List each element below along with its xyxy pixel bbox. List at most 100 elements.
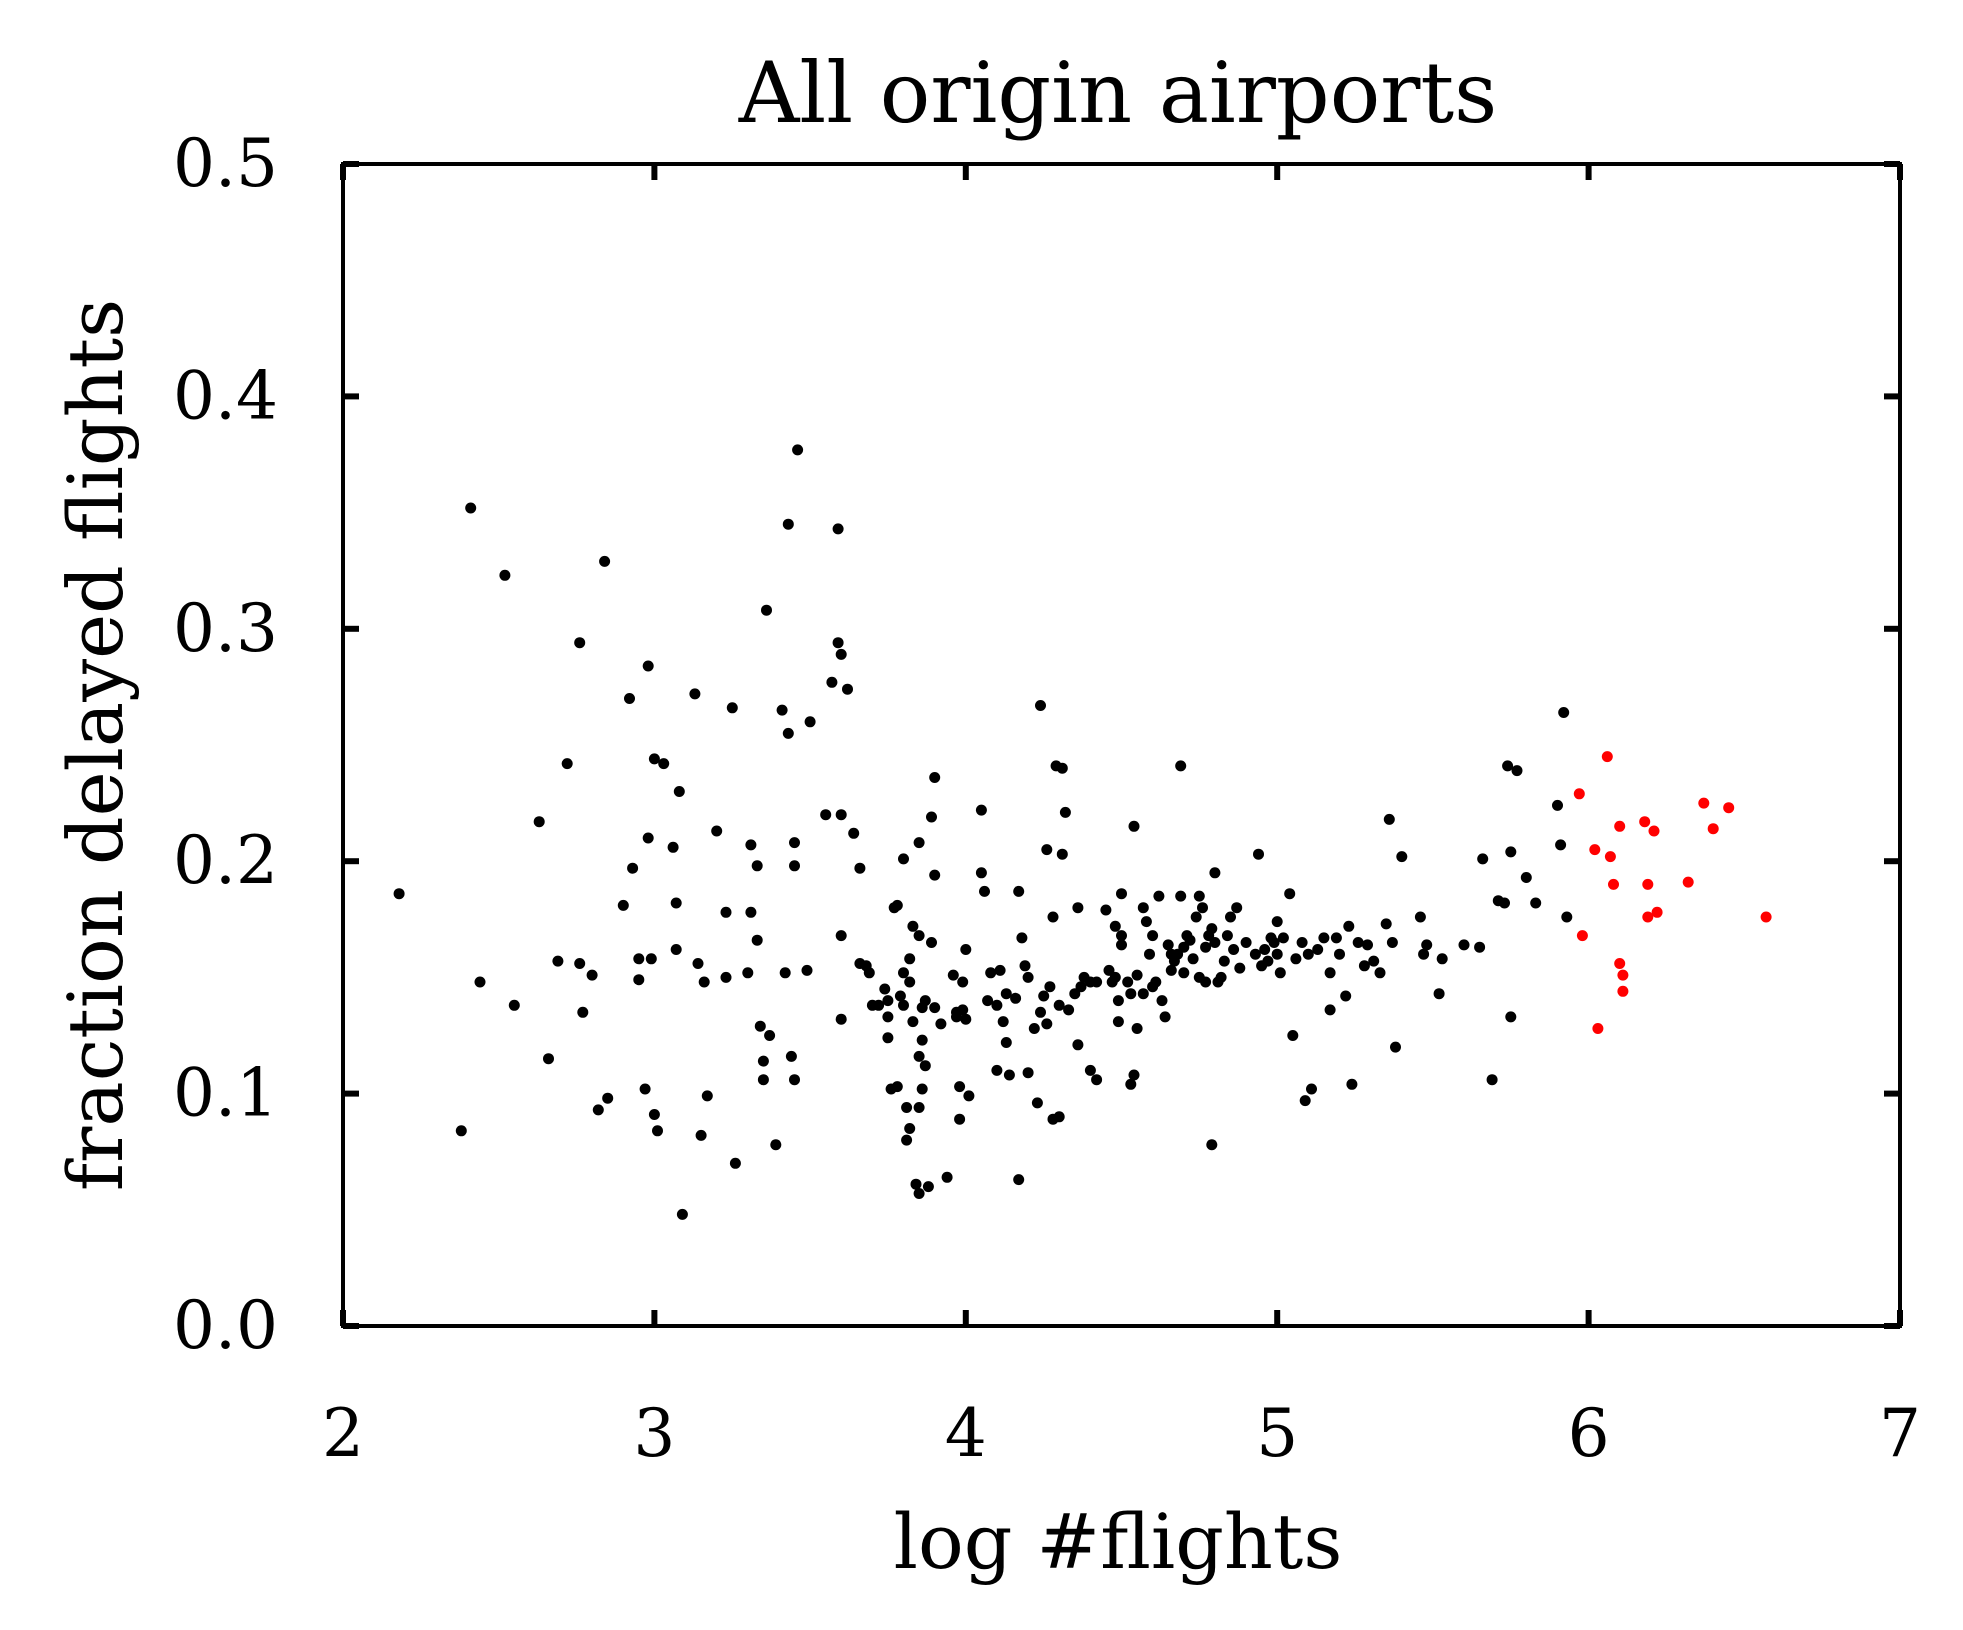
data-point [1010, 992, 1022, 1004]
data-point [907, 1016, 919, 1028]
data-point-highlight [1707, 823, 1719, 835]
data-point [1112, 1016, 1124, 1028]
x-tick-label: 4 [945, 1395, 987, 1472]
data-point [789, 860, 800, 872]
data-point [1390, 1041, 1401, 1053]
data-point [935, 1018, 947, 1030]
data-point [1334, 948, 1345, 960]
data-point [941, 1171, 953, 1183]
y-tick-label: 0.5 [173, 125, 278, 202]
data-point [789, 837, 800, 849]
data-point [1122, 976, 1134, 988]
data-point [898, 967, 909, 979]
data-point [913, 837, 925, 849]
data-point [1013, 885, 1025, 897]
data-point [742, 967, 754, 979]
data-point [757, 1055, 769, 1067]
data-point [879, 983, 891, 995]
data-point [633, 974, 645, 986]
data-point [577, 1006, 589, 1018]
data-point-highlight [1698, 797, 1710, 809]
data-point-highlight [1614, 958, 1626, 969]
data-point [1144, 948, 1155, 960]
data-point [916, 1083, 928, 1095]
data-point [627, 862, 639, 874]
data-point [1218, 955, 1230, 967]
data-point [764, 1030, 776, 1041]
data-point [533, 816, 545, 828]
data-point-highlight [1589, 844, 1601, 856]
data-point [1433, 988, 1445, 1000]
data-point [645, 953, 657, 965]
data-point [832, 637, 844, 649]
data-point [1436, 953, 1448, 965]
data-point [1000, 1037, 1012, 1048]
data-point [1477, 853, 1489, 865]
data-point [1013, 1174, 1025, 1186]
data-point [695, 1129, 707, 1141]
data-point [543, 1053, 554, 1065]
data-point [1249, 948, 1261, 960]
data-point [465, 502, 477, 514]
data-point [1362, 939, 1373, 951]
data-point [891, 1081, 903, 1093]
data-point [1458, 939, 1470, 951]
data-point [1209, 867, 1221, 879]
data-point [658, 758, 670, 770]
data-point [1502, 760, 1514, 772]
data-point [1386, 937, 1398, 948]
data-point [1016, 932, 1028, 944]
data-point [552, 955, 564, 967]
data-point [1084, 1064, 1096, 1076]
data-point [1147, 930, 1159, 942]
data-point [1296, 937, 1308, 948]
data-point [1259, 944, 1271, 955]
data-point [1206, 1139, 1218, 1151]
data-point [1047, 911, 1059, 923]
data-point [1193, 890, 1205, 902]
data-point [913, 1102, 925, 1113]
data-point [913, 1188, 925, 1199]
data-point [1558, 707, 1570, 718]
data-point [1418, 948, 1430, 960]
data-point [842, 683, 853, 695]
data-point [1240, 937, 1252, 948]
data-point [1150, 976, 1162, 988]
data-point [676, 1208, 688, 1220]
data-point [499, 569, 511, 581]
data-point [1103, 964, 1115, 976]
data-point [1374, 967, 1386, 979]
x-tick-label: 6 [1568, 1395, 1610, 1472]
data-point [1044, 981, 1056, 993]
data-point [1215, 971, 1227, 983]
data-point [1228, 944, 1240, 955]
data-point [910, 1178, 922, 1190]
data-point [975, 867, 987, 879]
data-point [1091, 1074, 1103, 1086]
data-point [960, 1013, 972, 1025]
data-point [1116, 939, 1127, 951]
data-point [1221, 930, 1233, 942]
data-point [919, 995, 931, 1007]
data-point [1271, 948, 1283, 960]
data-point [692, 958, 704, 969]
data-point [957, 976, 969, 988]
data-point [947, 969, 959, 981]
data-point [1253, 848, 1264, 860]
data-point [670, 897, 682, 909]
data-point [919, 1060, 931, 1072]
data-point [835, 809, 847, 821]
data-point-highlight [1617, 985, 1629, 997]
data-point [726, 702, 738, 714]
data-point [574, 637, 586, 649]
data-point [1520, 872, 1532, 883]
data-point-highlight [1576, 930, 1588, 942]
data-point [826, 676, 838, 688]
data-point-highlight [1642, 911, 1654, 923]
data-point [599, 555, 611, 567]
data-point [1038, 990, 1050, 1002]
data-point [1056, 762, 1068, 774]
data-point [1190, 911, 1202, 923]
data-point [1072, 1039, 1084, 1051]
data-point [1505, 846, 1517, 858]
